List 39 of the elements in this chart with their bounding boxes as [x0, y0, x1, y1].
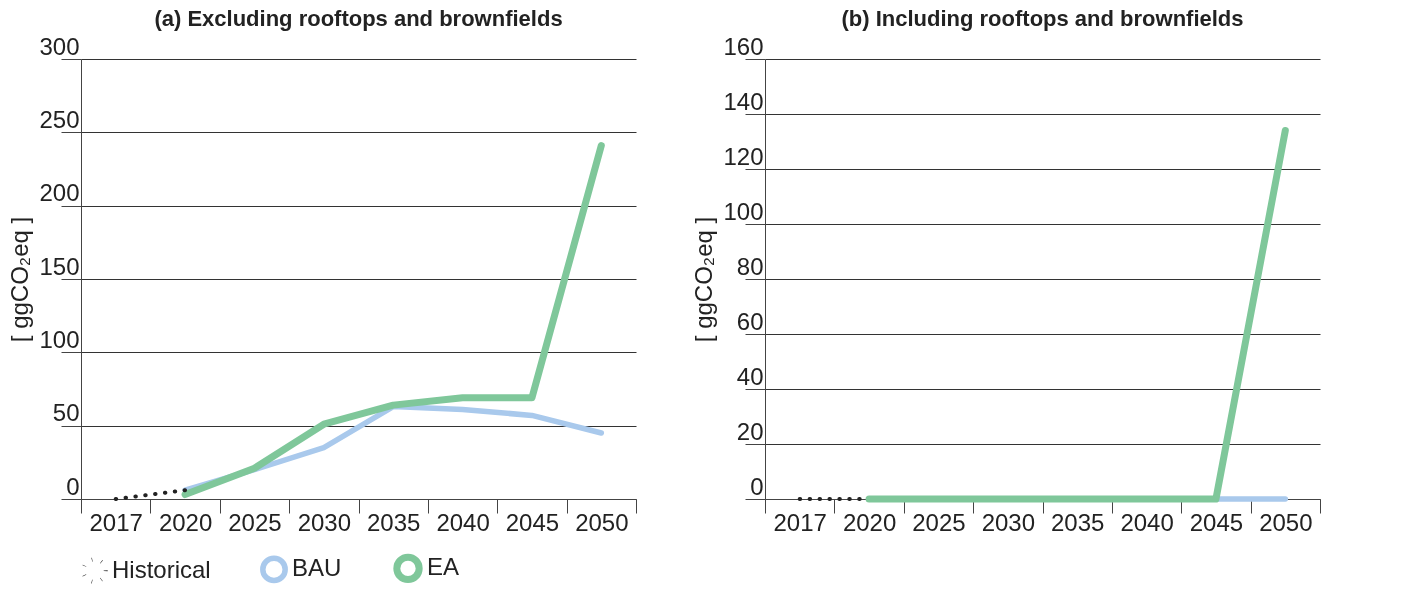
- y-tick-label: 40: [736, 362, 764, 390]
- x-tick-label: 2017: [773, 508, 827, 536]
- y-axis-title: [ ggCO₂eq ]: [690, 216, 718, 343]
- y-tick-label: 100: [39, 325, 80, 353]
- x-tick-label: 2045: [505, 508, 560, 536]
- x-tick-label: 2030: [297, 508, 352, 536]
- chart-title: (a) Excluding rooftops and brownfields: [154, 6, 563, 31]
- x-tick-label: 2050: [575, 508, 629, 536]
- y-tick-label: 200: [39, 179, 80, 207]
- x-tick-label: 2017: [89, 508, 143, 536]
- y-tick-label: 50: [52, 399, 80, 427]
- x-tick-label: 2045: [1189, 508, 1244, 536]
- x-tick-label: 2025: [912, 508, 966, 536]
- x-tick-label: 2050: [1259, 508, 1313, 536]
- y-tick-label: 250: [39, 105, 80, 133]
- x-tick-label: 2020: [158, 508, 213, 536]
- x-tick-label: 2040: [1120, 508, 1174, 536]
- y-tick-label: 140: [723, 87, 764, 115]
- y-tick-label: 0: [66, 472, 80, 500]
- x-tick-label: 2025: [228, 508, 282, 536]
- y-tick-label: 0: [750, 472, 764, 500]
- y-tick-label: 150: [39, 252, 80, 280]
- y-tick-label: 100: [723, 197, 764, 225]
- legend-label: Historical: [112, 555, 211, 583]
- y-axis-title: [ ggCO₂eq ]: [6, 216, 34, 343]
- y-tick-label: 300: [39, 32, 80, 60]
- x-tick-label: 2030: [981, 508, 1036, 536]
- chart-title: (b) Including rooftops and brownfields: [841, 6, 1244, 31]
- y-tick-label: 60: [736, 307, 764, 335]
- x-tick-label: 2035: [1050, 508, 1105, 536]
- y-tick-label: 80: [736, 252, 764, 280]
- y-tick-label: 20: [736, 417, 764, 445]
- y-tick-label: 120: [723, 142, 764, 170]
- legend-label: EA: [427, 553, 460, 581]
- x-tick-label: 2040: [436, 508, 490, 536]
- x-tick-label: 2020: [842, 508, 897, 536]
- x-tick-label: 2035: [366, 508, 421, 536]
- y-tick-label: 160: [723, 32, 764, 60]
- legend-label: BAU: [292, 554, 342, 582]
